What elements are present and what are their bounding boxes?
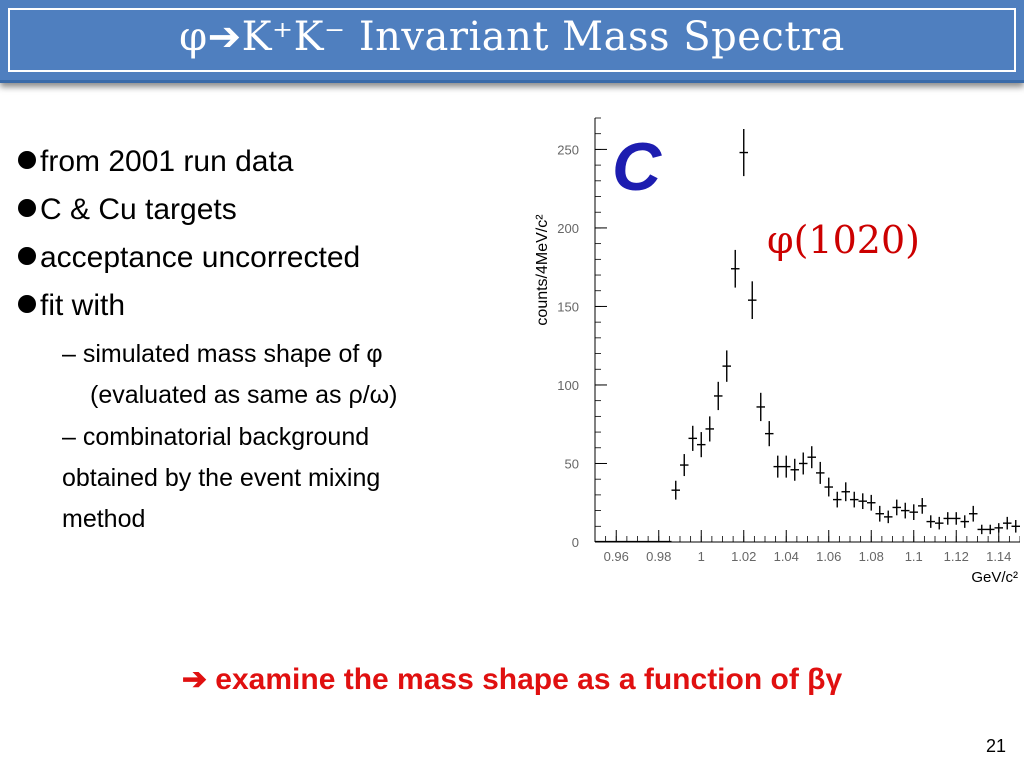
bullet-text: fit with — [40, 289, 126, 322]
x-tick-label: 1.08 — [859, 549, 884, 564]
x-tick-label: 1.1 — [905, 549, 923, 564]
x-tick-label: 1.06 — [816, 549, 841, 564]
bullet-item: C & Cu targets — [18, 186, 518, 234]
page-number: 21 — [985, 736, 1006, 756]
x-tick-label: 1.14 — [986, 549, 1011, 564]
bullet-list: from 2001 run data C & Cu targets accept… — [18, 138, 518, 330]
title-bar: φ➔K⁺K⁻ Invariant Mass Spectra — [0, 0, 1024, 83]
x-tick-label: 0.96 — [604, 549, 629, 564]
sub-bullet-background-line1: – combinatorial background — [62, 423, 370, 451]
slide-title: φ➔K⁺K⁻ Invariant Mass Spectra — [179, 14, 845, 60]
y-axis-label: counts/4MeV/c² — [534, 214, 551, 326]
x-tick-label: 1.04 — [774, 549, 799, 564]
sub-bullet-background-line2: obtained by the event mixing — [62, 464, 381, 492]
bullet-dot-icon — [18, 151, 36, 169]
sub-bullet-simulated-line2: (evaluated as same as ρ/ω) — [90, 381, 398, 409]
bullet-text: acceptance uncorrected — [40, 241, 361, 274]
bullet-item: acceptance uncorrected — [18, 234, 518, 282]
x-tick-label: 1 — [698, 549, 705, 564]
bullet-dot-icon — [18, 199, 36, 217]
title-frame — [8, 8, 1016, 72]
conclusion-text: ➔ examine the mass shape as a function o… — [181, 663, 843, 696]
x-axis-label: GeV/c² — [971, 569, 1018, 586]
y-tick-label: 0 — [572, 535, 579, 550]
sub-bullet-simulated-line1: – simulated mass shape of φ — [62, 340, 383, 368]
y-tick-label: 50 — [565, 456, 579, 471]
x-tick-label: 1.02 — [731, 549, 756, 564]
bullet-dot-icon — [18, 247, 36, 265]
bullet-item: from 2001 run data — [18, 138, 518, 186]
sub-bullet-background-line3: method — [62, 505, 146, 533]
bullet-text: from 2001 run data — [40, 145, 294, 178]
x-tick-label: 1.12 — [944, 549, 969, 564]
y-tick-label: 150 — [557, 299, 579, 314]
bullet-text: C & Cu targets — [40, 193, 237, 226]
chart-peak-label: φ(1020) — [767, 218, 920, 262]
y-tick-label: 200 — [557, 221, 579, 236]
y-tick-label: 250 — [557, 142, 579, 157]
y-tick-label: 100 — [557, 378, 579, 393]
x-tick-label: 0.98 — [646, 549, 671, 564]
bullet-item: fit with — [18, 282, 518, 330]
bullet-dot-icon — [18, 295, 36, 313]
chart-panel-label: C — [612, 129, 662, 205]
mass-spectrum-chart: 0 50 100 150 200 250 0.96 0.98 1 1.02 1.04 1.06 1.08… — [534, 117, 1020, 586]
